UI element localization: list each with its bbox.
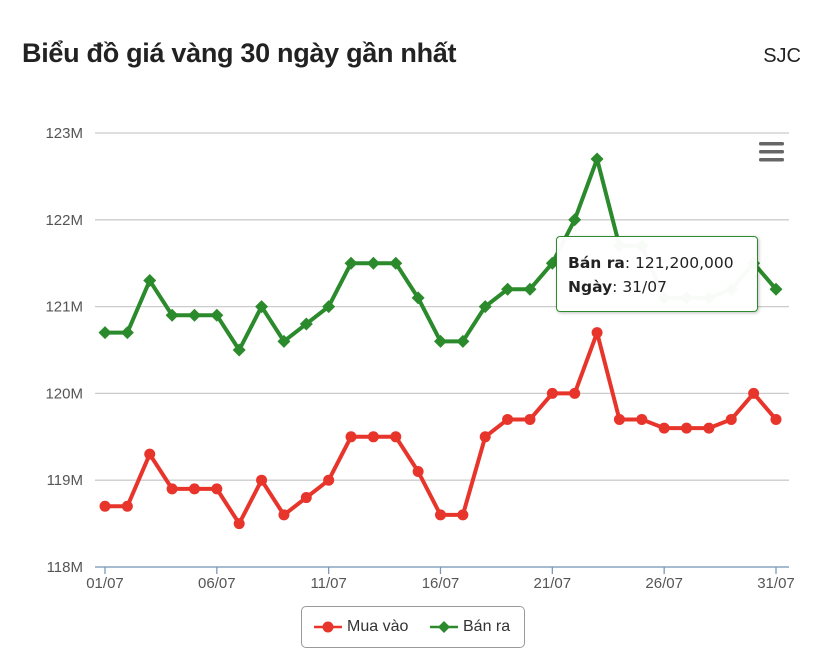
grid-lines bbox=[95, 132, 789, 568]
data-point[interactable] bbox=[188, 483, 200, 495]
legend-buy-label: Mua vào bbox=[347, 618, 409, 635]
data-point[interactable] bbox=[323, 474, 335, 486]
y-axis: 118M 119M 120M 121M 122M 123M bbox=[45, 125, 83, 576]
data-point[interactable] bbox=[300, 492, 312, 504]
data-point[interactable] bbox=[344, 256, 358, 270]
data-point[interactable] bbox=[636, 413, 648, 425]
data-point[interactable] bbox=[434, 334, 447, 348]
data-point[interactable] bbox=[390, 431, 402, 443]
legend-item-buy[interactable]: Mua vào bbox=[313, 607, 408, 647]
y-tick-label: 120M bbox=[45, 385, 83, 402]
data-point[interactable] bbox=[457, 509, 469, 521]
y-tick-label: 122M bbox=[45, 212, 83, 229]
data-point[interactable] bbox=[658, 422, 670, 434]
x-tick-label: 01/07 bbox=[86, 575, 124, 592]
x-tick-label: 21/07 bbox=[534, 575, 572, 592]
legend: Mua vào Bán ra bbox=[301, 606, 525, 648]
x-tick-label: 26/07 bbox=[645, 575, 683, 592]
data-point[interactable] bbox=[613, 413, 625, 425]
data-point[interactable] bbox=[367, 431, 379, 443]
series-layer bbox=[98, 152, 783, 530]
data-point[interactable] bbox=[165, 308, 179, 322]
data-point[interactable] bbox=[389, 256, 403, 270]
data-point[interactable] bbox=[255, 300, 269, 314]
tooltip: Bán ra: 121,200,000 Ngày: 31/07 bbox=[556, 236, 758, 312]
data-point[interactable] bbox=[478, 300, 492, 314]
y-tick-label: 119M bbox=[47, 472, 83, 489]
data-point[interactable] bbox=[524, 413, 536, 425]
legend-sell-marker-icon bbox=[430, 621, 458, 633]
data-point[interactable] bbox=[501, 282, 515, 296]
data-point[interactable] bbox=[412, 466, 424, 478]
legend-sell-label: Bán ra bbox=[463, 618, 511, 635]
x-tick-label: 16/07 bbox=[422, 575, 460, 592]
data-point[interactable] bbox=[590, 152, 604, 166]
data-point[interactable] bbox=[120, 326, 134, 340]
data-point[interactable] bbox=[411, 291, 425, 305]
data-point[interactable] bbox=[278, 509, 290, 521]
data-point[interactable] bbox=[144, 448, 156, 460]
data-point[interactable] bbox=[456, 334, 470, 348]
y-tick-label: 121M bbox=[45, 299, 83, 316]
chart-title: Biểu đồ giá vàng 30 ngày gần nhất bbox=[22, 38, 457, 68]
y-tick-label: 123M bbox=[45, 125, 83, 142]
tooltip-value-sell: 121,200,000 bbox=[634, 254, 734, 272]
data-point[interactable] bbox=[770, 413, 782, 425]
data-point[interactable] bbox=[502, 413, 514, 425]
data-point[interactable] bbox=[166, 483, 178, 495]
data-point[interactable] bbox=[256, 474, 268, 486]
x-tick-label: 31/07 bbox=[757, 575, 795, 592]
data-point[interactable] bbox=[523, 282, 537, 296]
data-point[interactable] bbox=[769, 282, 783, 296]
data-point[interactable] bbox=[725, 413, 737, 425]
legend-item-sell[interactable]: Bán ra bbox=[429, 607, 510, 647]
data-point[interactable] bbox=[99, 500, 111, 512]
data-point[interactable] bbox=[568, 213, 582, 227]
data-point[interactable] bbox=[187, 308, 201, 322]
legend-buy-marker-icon bbox=[314, 621, 342, 633]
data-point[interactable] bbox=[546, 387, 558, 399]
data-point[interactable] bbox=[233, 518, 245, 530]
series-line bbox=[103, 330, 778, 526]
x-tick-label: 11/07 bbox=[310, 575, 346, 592]
data-point[interactable] bbox=[366, 256, 380, 270]
data-point[interactable] bbox=[545, 256, 559, 270]
data-point[interactable] bbox=[210, 308, 224, 322]
x-tick-label: 06/07 bbox=[198, 575, 236, 592]
data-point[interactable] bbox=[479, 431, 491, 443]
tooltip-value-date: 31/07 bbox=[622, 278, 667, 296]
data-point[interactable] bbox=[322, 300, 336, 314]
data-point[interactable] bbox=[703, 422, 715, 434]
data-point[interactable] bbox=[591, 327, 603, 339]
tooltip-label-date: Ngày bbox=[568, 278, 613, 296]
chart-menu-icon[interactable] bbox=[756, 138, 786, 166]
data-point[interactable] bbox=[143, 274, 157, 288]
data-point[interactable] bbox=[277, 334, 291, 348]
data-point[interactable] bbox=[345, 431, 357, 443]
data-point[interactable] bbox=[435, 509, 446, 521]
data-point[interactable] bbox=[299, 317, 313, 331]
data-point[interactable] bbox=[121, 500, 133, 512]
data-point[interactable] bbox=[569, 387, 581, 399]
brand-label: SJC bbox=[763, 45, 801, 67]
data-point[interactable] bbox=[681, 422, 693, 434]
data-point[interactable] bbox=[748, 387, 760, 399]
tooltip-label-sell: Bán ra bbox=[568, 254, 625, 272]
data-point[interactable] bbox=[98, 326, 112, 340]
data-point[interactable] bbox=[232, 343, 246, 357]
y-tick-label: 118M bbox=[47, 559, 83, 576]
series-buy bbox=[99, 327, 782, 530]
x-axis: 01/07 06/07 11/07 16/07 21/07 26/07 31/07 bbox=[86, 566, 795, 592]
data-point[interactable] bbox=[211, 483, 223, 495]
